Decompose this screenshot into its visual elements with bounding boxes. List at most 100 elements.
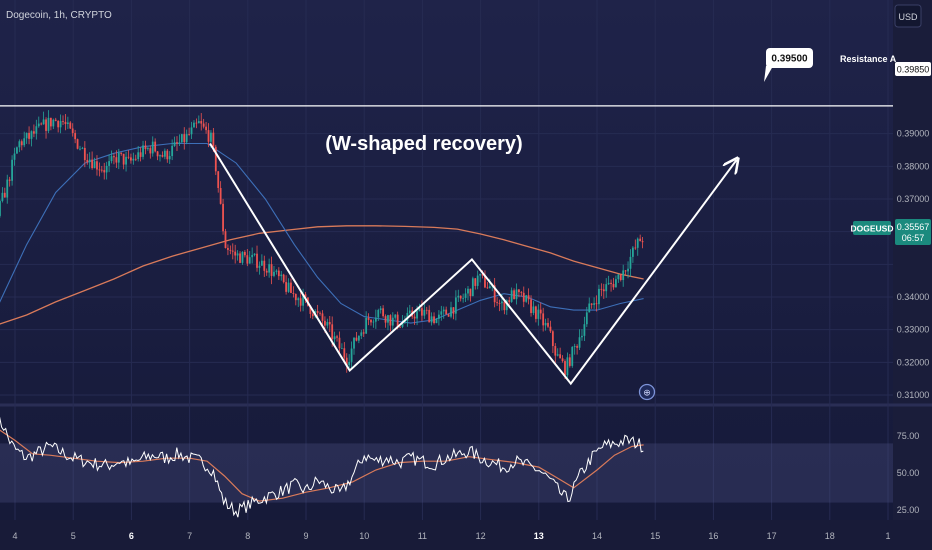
candle-body	[328, 322, 331, 325]
candle-body	[30, 131, 33, 139]
candle-body	[641, 241, 644, 243]
candle-body	[231, 250, 234, 252]
scroll-circle	[638, 383, 656, 401]
candle-body	[297, 298, 300, 301]
symbol-tag-label: DOGEUSD	[851, 224, 894, 234]
candle-body	[98, 169, 101, 171]
candle-body	[331, 324, 334, 340]
time-tick-label: 7	[187, 531, 192, 541]
currency-button[interactable]: USD	[894, 4, 922, 28]
candle-body	[445, 309, 448, 315]
candle-body	[183, 134, 186, 143]
callout-pointer	[764, 66, 773, 82]
time-axis-panel[interactable]	[0, 520, 932, 550]
rsi-band	[0, 443, 893, 503]
candle-body	[280, 274, 283, 277]
candle-body	[423, 309, 426, 316]
main-pane[interactable]	[0, 0, 893, 405]
candle-body	[130, 157, 132, 161]
candle-body	[265, 270, 268, 273]
candle-body	[282, 274, 285, 283]
candle-body	[518, 289, 520, 293]
price-callout[interactable]: 0.39500	[764, 48, 813, 82]
time-tick-label: 9	[303, 531, 308, 541]
resistance-label: Resistance A	[840, 54, 897, 64]
candle-body	[382, 308, 385, 317]
candle-body	[59, 121, 62, 128]
candle-body	[54, 119, 57, 121]
candle-body	[607, 282, 610, 285]
candle-body	[610, 282, 612, 284]
candle-body	[612, 283, 615, 288]
candle-body	[151, 141, 154, 154]
candle-body	[450, 307, 452, 317]
candle-body	[236, 253, 239, 256]
candles	[0, 110, 644, 381]
candle-body	[408, 310, 411, 313]
candle-body	[508, 300, 511, 302]
candle-body	[539, 309, 542, 314]
candle-body	[571, 346, 574, 366]
candle-body	[171, 145, 174, 157]
candle-body	[551, 331, 554, 347]
candle-body	[163, 150, 166, 157]
candle-body	[401, 322, 404, 327]
candle-body	[64, 121, 67, 125]
candle-body	[239, 253, 241, 263]
candle-body	[532, 306, 535, 314]
candle-body	[28, 132, 30, 139]
candle-body	[120, 152, 123, 154]
resistance-price-tag: 0.39850	[895, 62, 931, 76]
candle-body	[360, 332, 363, 336]
candle-body	[486, 287, 489, 289]
candle-body	[96, 161, 98, 170]
candle-body	[544, 322, 547, 326]
candle-body	[454, 297, 457, 314]
price-tag-box	[895, 219, 931, 245]
time-tick-label: 1	[885, 531, 890, 541]
price-axis-panel[interactable]	[893, 0, 932, 520]
candle-body	[585, 312, 588, 325]
candle-body	[534, 306, 537, 319]
candle-body	[362, 332, 365, 334]
candle-body	[629, 256, 632, 269]
price-tag-countdown: 06:57	[902, 233, 925, 243]
candle-body	[100, 169, 103, 171]
candle-body	[292, 292, 295, 294]
candle-body	[554, 346, 557, 356]
candle-body	[321, 313, 324, 321]
callout-box	[766, 48, 813, 68]
candle-body	[248, 257, 251, 264]
candle-body	[42, 119, 45, 125]
candle-body	[573, 346, 576, 347]
candle-body	[624, 270, 627, 272]
ma-slow-line	[0, 225, 644, 325]
candle-body	[421, 308, 423, 316]
candle-body	[159, 155, 161, 157]
scroll-to-realtime-button[interactable]: ⊕	[638, 383, 656, 401]
candle-body	[503, 301, 506, 311]
time-tick-label: 10	[359, 531, 369, 541]
candle-body	[595, 303, 598, 305]
candle-body	[496, 302, 498, 304]
candle-body	[103, 170, 106, 173]
candle-body	[581, 335, 583, 338]
candle-body	[622, 270, 625, 281]
currency-button-box	[894, 4, 922, 28]
candle-body	[0, 201, 1, 216]
candle-body	[617, 274, 620, 280]
time-tick-label: 18	[825, 531, 835, 541]
candle-body	[173, 142, 176, 146]
candle-body	[62, 121, 64, 122]
price-tick-label: 0.33000	[897, 325, 930, 335]
candle-body	[600, 288, 603, 290]
candle-body	[602, 289, 605, 292]
candle-body	[387, 315, 389, 323]
candle-body	[556, 354, 559, 356]
candle-body	[178, 142, 181, 144]
candle-body	[197, 121, 200, 124]
grid-lines	[0, 0, 893, 520]
candle-body	[93, 161, 96, 169]
candle-body	[210, 132, 212, 142]
rsi-tick-label: 25.00	[897, 505, 920, 515]
